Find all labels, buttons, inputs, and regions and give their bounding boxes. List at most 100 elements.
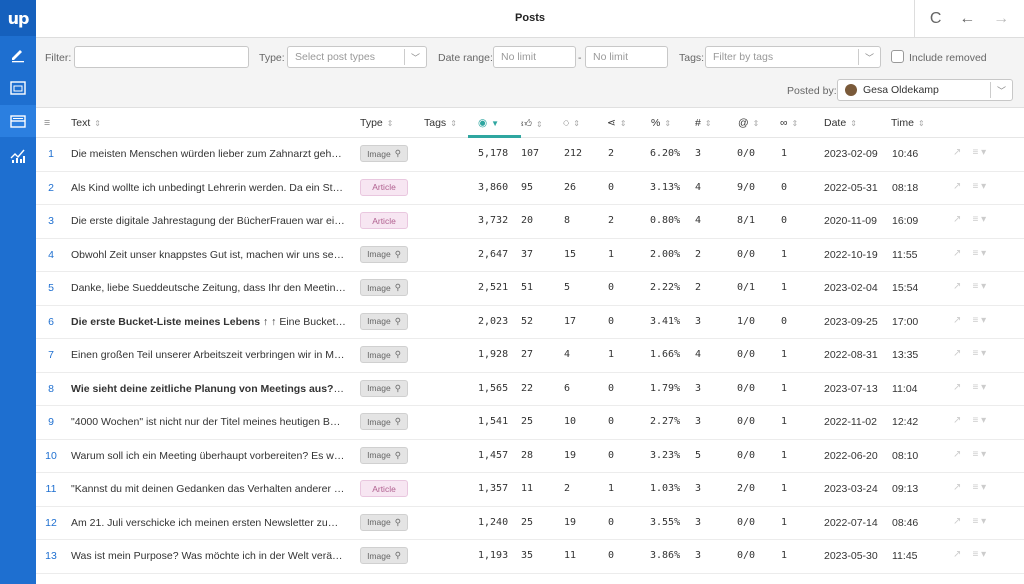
- app-logo[interactable]: up: [0, 0, 36, 36]
- forward-arrow-icon[interactable]: →: [993, 9, 1010, 27]
- hashtags-value: 3: [695, 483, 702, 494]
- date-to-input[interactable]: No limit: [585, 46, 668, 68]
- links-value: 1: [781, 550, 788, 561]
- type-badge[interactable]: Image ⚲: [360, 245, 408, 263]
- menu-icon[interactable]: ≡ ▾: [972, 214, 987, 225]
- external-link-icon[interactable]: ↗: [953, 549, 962, 560]
- menu-icon[interactable]: ≡ ▾: [972, 281, 987, 292]
- table-row[interactable]: 10 Warum soll ich ein Meeting überhaupt …: [36, 440, 1024, 473]
- likes-value: 37: [521, 248, 534, 260]
- post-text[interactable]: "4000 Wochen" ist nicht nur der Titel me…: [71, 416, 346, 428]
- table-row[interactable]: 11 "Kannst du mit deinen Gedanken das Ve…: [36, 473, 1024, 507]
- refresh-icon[interactable]: C: [929, 9, 942, 27]
- post-text[interactable]: Die meisten Menschen würden lieber zum Z…: [71, 148, 346, 160]
- external-link-icon[interactable]: ↗: [953, 281, 962, 292]
- table-row[interactable]: 8 Wie sieht deine zeitliche Planung von …: [36, 373, 1024, 406]
- type-badge[interactable]: Image ⚲: [360, 513, 408, 531]
- table-row[interactable]: 6 Die erste Bucket-Liste meines Lebens ↑…: [36, 306, 1024, 339]
- post-text[interactable]: Die erste Bucket-Liste meines Lebens ↑ ↑…: [71, 316, 346, 328]
- menu-icon[interactable]: ≡ ▾: [972, 515, 987, 527]
- table-row[interactable]: 2 Als Kind wollte ich unbedingt Lehrerin…: [36, 172, 1024, 205]
- post-text[interactable]: Danke, liebe Sueddeutsche Zeitung, dass …: [71, 282, 346, 294]
- col-percent[interactable]: % ⇕: [651, 117, 672, 129]
- external-link-icon[interactable]: ↗: [953, 214, 962, 225]
- comment-icon[interactable]: ◌ ⇕: [563, 117, 580, 129]
- sidebar-item-analytics[interactable]: [0, 139, 36, 171]
- col-date[interactable]: Date ⇕: [824, 117, 857, 129]
- external-link-icon[interactable]: ↗: [953, 415, 962, 426]
- table-row[interactable]: 4 Obwohl Zeit unser knappstes Gut ist, m…: [36, 239, 1024, 272]
- external-link-icon[interactable]: ↗: [953, 180, 962, 192]
- external-link-icon[interactable]: ↗: [953, 482, 962, 493]
- eye-icon[interactable]: ◉ ▼: [478, 117, 500, 129]
- external-link-icon[interactable]: ↗: [953, 147, 962, 158]
- external-link-icon[interactable]: ↗: [953, 515, 962, 527]
- external-link-icon[interactable]: ↗: [953, 314, 962, 326]
- sidebar-item-compose[interactable]: [0, 38, 36, 70]
- menu-icon[interactable]: ≡ ▾: [972, 415, 987, 426]
- menu-icon[interactable]: ≡ ▾: [972, 549, 987, 560]
- posted-by-select[interactable]: Gesa Oldekamp ﹀: [837, 79, 1013, 101]
- thumbs-up-icon[interactable]: 👍︎ ⇕: [521, 118, 543, 130]
- col-tags[interactable]: Tags ⇕: [424, 117, 457, 129]
- menu-icon[interactable]: ≡ ▾: [972, 381, 987, 393]
- post-text[interactable]: Wie sieht deine zeitliche Planung von Me…: [71, 383, 346, 395]
- post-text[interactable]: Am 21. Juli verschicke ich meinen ersten…: [71, 516, 346, 529]
- type-badge[interactable]: Image ⚲: [360, 413, 408, 430]
- sidebar-item-posts[interactable]: [0, 105, 36, 137]
- table-row[interactable]: 1 Die meisten Menschen würden lieber zum…: [36, 138, 1024, 172]
- type-badge[interactable]: Image ⚲: [360, 379, 408, 397]
- menu-icon[interactable]: ≡ ▾: [972, 348, 987, 359]
- menu-icon[interactable]: ≡ ▾: [972, 448, 987, 460]
- col-mentions[interactable]: @ ⇕: [738, 117, 760, 129]
- include-removed-checkbox[interactable]: [891, 50, 904, 63]
- menu-icon[interactable]: ≡ ▾: [972, 180, 987, 192]
- menu-icon[interactable]: ≡ ▾: [972, 314, 987, 326]
- tags-select[interactable]: Filter by tags ﹀: [705, 46, 881, 68]
- external-link-icon[interactable]: ↗: [953, 348, 962, 359]
- external-link-icon[interactable]: ↗: [953, 247, 962, 259]
- column-settings-icon[interactable]: ≡: [44, 117, 51, 129]
- table-row[interactable]: 7 Einen großen Teil unserer Arbeitszeit …: [36, 339, 1024, 373]
- post-text[interactable]: Warum soll ich ein Meeting überhaupt vor…: [71, 449, 346, 462]
- type-badge[interactable]: Image ⚲: [360, 446, 408, 464]
- col-text[interactable]: Text ⇕: [71, 117, 101, 129]
- table-row[interactable]: 3 Die erste digitale Jahrestagung der Bü…: [36, 205, 1024, 239]
- post-text[interactable]: Einen großen Teil unserer Arbeitszeit ve…: [71, 349, 346, 361]
- type-badge[interactable]: Image ⚲: [360, 547, 408, 564]
- menu-icon[interactable]: ≡ ▾: [972, 247, 987, 259]
- type-badge[interactable]: Article: [360, 480, 408, 497]
- type-badge[interactable]: Article: [360, 212, 408, 229]
- type-badge[interactable]: Image ⚲: [360, 145, 408, 162]
- menu-icon[interactable]: ≡ ▾: [972, 147, 987, 158]
- back-arrow-icon[interactable]: ←: [959, 9, 976, 27]
- post-text[interactable]: Als Kind wollte ich unbedingt Lehrerin w…: [71, 181, 346, 194]
- external-link-icon[interactable]: ↗: [953, 448, 962, 460]
- post-text[interactable]: Obwohl Zeit unser knappstes Gut ist, mac…: [71, 248, 346, 261]
- post-text[interactable]: Die erste digitale Jahrestagung der Büch…: [71, 215, 346, 227]
- type-badge[interactable]: Image ⚲: [360, 312, 408, 330]
- external-link-icon[interactable]: ↗: [953, 381, 962, 393]
- table-row[interactable]: 5 Danke, liebe Sueddeutsche Zeitung, das…: [36, 272, 1024, 306]
- mentions-value: 0/0: [737, 449, 756, 461]
- type-select[interactable]: Select post types ﹀: [287, 46, 427, 68]
- table-row[interactable]: 9 "4000 Wochen" ist nicht nur der Titel …: [36, 406, 1024, 440]
- menu-icon[interactable]: ≡ ▾: [972, 482, 987, 493]
- type-badge[interactable]: Image ⚲: [360, 279, 408, 296]
- sidebar-item-calendar[interactable]: [0, 72, 36, 104]
- links-value: 1: [781, 282, 788, 293]
- type-badge[interactable]: Article: [360, 178, 408, 196]
- col-time[interactable]: Time ⇕: [891, 117, 925, 129]
- share-icon[interactable]: ⋖ ⇕: [607, 117, 627, 129]
- post-text[interactable]: "Kannst du mit deinen Gedanken das Verha…: [71, 483, 346, 495]
- date-from-input[interactable]: No limit: [493, 46, 576, 68]
- post-text[interactable]: Was ist mein Purpose? Was möchte ich in …: [71, 550, 346, 562]
- col-hashtags[interactable]: # ⇕: [695, 117, 712, 129]
- filter-input[interactable]: [74, 46, 249, 68]
- col-type[interactable]: Type ⇕: [360, 117, 394, 129]
- link-icon[interactable]: ∞ ⇕: [780, 117, 799, 129]
- table-row[interactable]: 12 Am 21. Juli verschicke ich meinen ers…: [36, 507, 1024, 540]
- comments-value: 5: [564, 282, 571, 293]
- type-badge[interactable]: Image ⚲: [360, 346, 408, 363]
- table-row[interactable]: 13 Was ist mein Purpose? Was möchte ich …: [36, 540, 1024, 574]
